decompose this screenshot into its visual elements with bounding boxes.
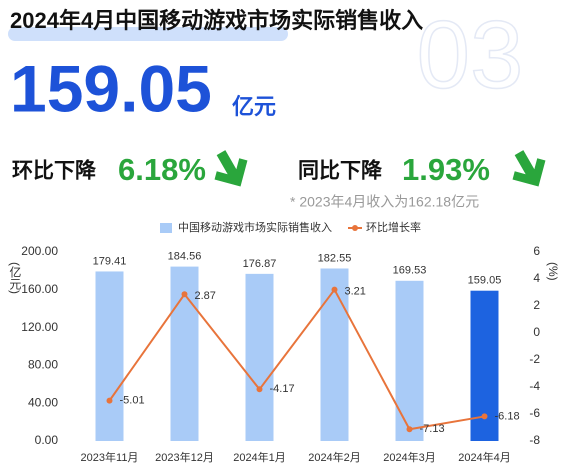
y-tick-label: 0.00 bbox=[35, 433, 59, 447]
title: 2024年4月中国移动游戏市场实际销售收入 bbox=[10, 8, 423, 33]
y-tick-label: 160.00 bbox=[21, 282, 58, 296]
line-value-label: 2.87 bbox=[195, 290, 216, 302]
y2-tick-label: 0 bbox=[533, 325, 540, 339]
amount: 159.05 bbox=[10, 51, 212, 125]
mom-value: 6.18% bbox=[118, 152, 206, 187]
yoy-label: 同比下降 bbox=[298, 159, 383, 183]
line-value-label: -4.17 bbox=[270, 383, 295, 395]
y-tick-label: 120.00 bbox=[21, 320, 58, 334]
bar-value-label: 179.41 bbox=[93, 255, 127, 267]
line-value-label: 3.21 bbox=[345, 286, 366, 298]
x-tick-label: 2024年4月 bbox=[458, 450, 511, 464]
bar-value-label: 176.87 bbox=[243, 258, 277, 270]
y-tick-label: 80.00 bbox=[28, 358, 58, 372]
x-tick-label: 2024年1月 bbox=[233, 450, 286, 464]
legend-label: 中国移动游戏市场实际销售收入 bbox=[178, 220, 332, 234]
y-tick-label: 40.00 bbox=[28, 395, 58, 409]
x-tick-label: 2024年2月 bbox=[308, 450, 361, 464]
bar bbox=[320, 268, 349, 441]
line-value-label: -5.01 bbox=[120, 395, 145, 407]
down-arrow bbox=[214, 150, 248, 187]
line-point bbox=[481, 413, 488, 420]
line-point bbox=[106, 397, 113, 404]
y2-axis-title: (%) bbox=[546, 262, 560, 281]
page-number: 03 bbox=[417, 1, 524, 108]
line-point bbox=[256, 386, 263, 393]
bar-value-label: 184.56 bbox=[168, 250, 202, 262]
y-tick-label: 200.00 bbox=[21, 244, 58, 258]
y2-tick-label: 2 bbox=[533, 298, 540, 312]
y2-tick-label: -6 bbox=[529, 406, 540, 420]
y2-tick-label: -4 bbox=[529, 379, 540, 393]
y-axis-title: (亿元) bbox=[8, 262, 22, 294]
bar-value-label: 169.53 bbox=[393, 265, 427, 277]
line-value-label: -7.13 bbox=[420, 423, 445, 435]
legend-label: 环比增长率 bbox=[366, 220, 421, 234]
x-tick-label: 2023年12月 bbox=[155, 450, 214, 464]
y2-tick-label: 6 bbox=[533, 244, 540, 258]
legend-dot bbox=[352, 225, 358, 231]
line-point bbox=[181, 291, 188, 298]
unit: 亿元 bbox=[232, 94, 276, 119]
line-point bbox=[406, 426, 413, 433]
y2-tick-label: 4 bbox=[533, 271, 540, 285]
mom-label: 环比下降 bbox=[12, 159, 97, 183]
title-highlight bbox=[8, 27, 288, 41]
line bbox=[108, 287, 485, 431]
bar bbox=[95, 271, 124, 441]
down-arrow bbox=[512, 150, 546, 187]
x-tick-label: 2024年3月 bbox=[383, 450, 436, 464]
yoy-value: 1.93% bbox=[402, 152, 490, 187]
x-tick-label: 2023年11月 bbox=[81, 450, 139, 464]
note: * 2023年4月收入为162.18亿元 bbox=[290, 194, 479, 210]
y2-tick-label: -2 bbox=[529, 352, 540, 366]
line-point bbox=[331, 286, 338, 293]
bar-value-label: 182.55 bbox=[318, 252, 352, 264]
bar bbox=[395, 280, 424, 441]
y2-tick-label: -8 bbox=[529, 433, 540, 447]
legend-swatch bbox=[160, 223, 172, 233]
line-value-label: -6.18 bbox=[495, 410, 520, 422]
bar bbox=[245, 273, 274, 441]
bar-value-label: 159.05 bbox=[468, 275, 502, 287]
